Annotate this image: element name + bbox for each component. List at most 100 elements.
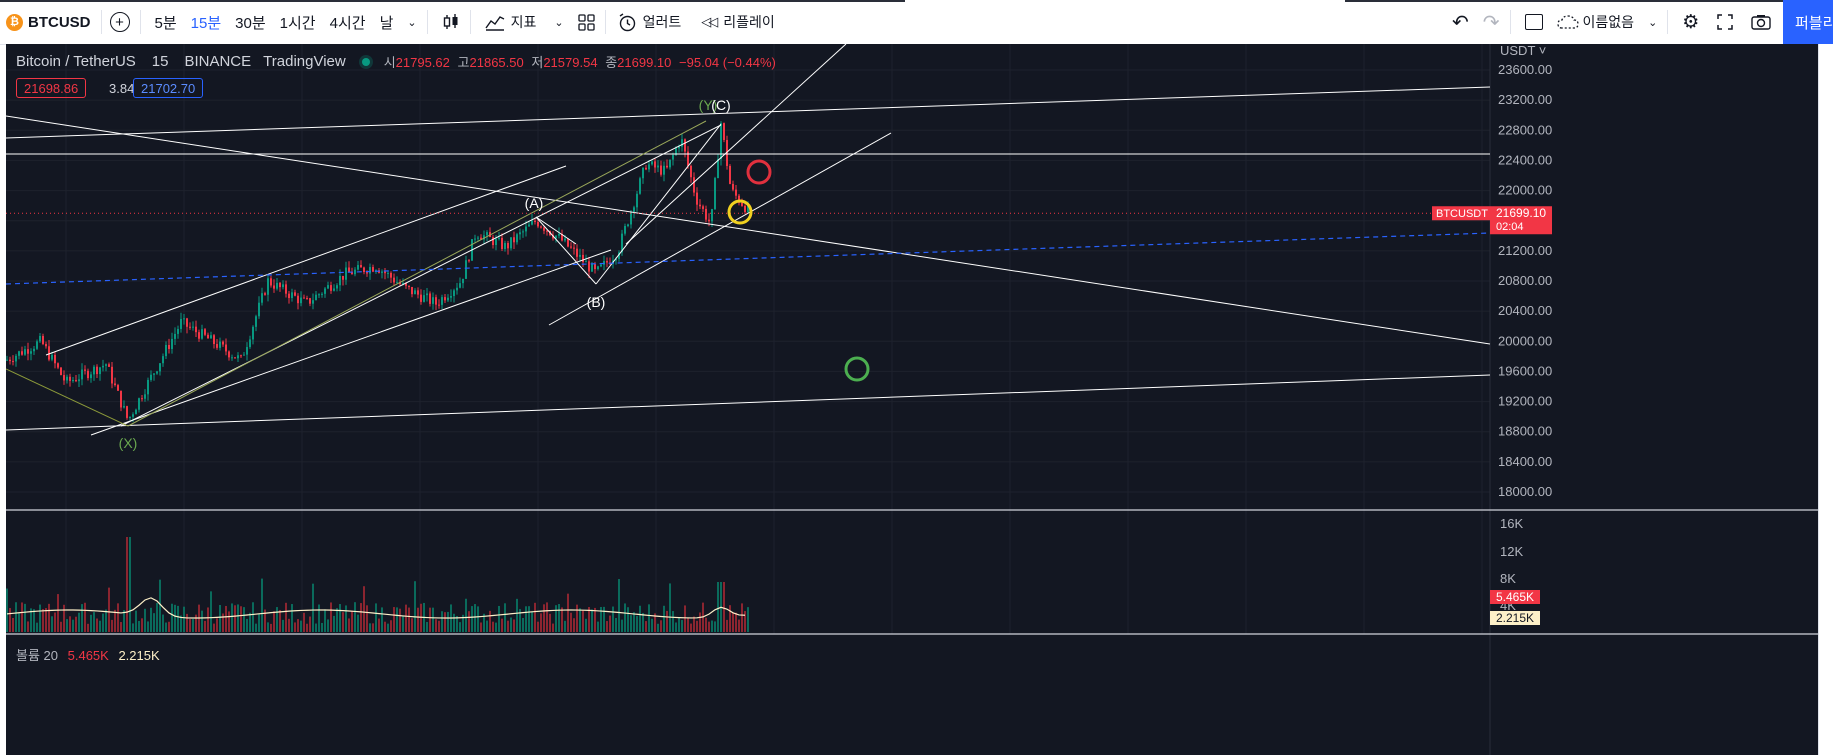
trend-line[interactable] <box>45 165 567 356</box>
candle-body <box>156 371 158 374</box>
price-axis-label: 20000.00 <box>1498 333 1552 348</box>
timeframe-30m[interactable]: 30분 <box>235 14 266 32</box>
trend-line[interactable] <box>90 249 612 436</box>
candle-body <box>621 233 623 253</box>
volume-bar <box>6 588 8 632</box>
volume-bar <box>513 619 515 632</box>
wave-label-c[interactable]: (C) <box>711 97 730 113</box>
bitcoin-icon: ₿ <box>6 13 23 31</box>
trend-line[interactable] <box>535 216 597 285</box>
candle-body <box>411 286 413 295</box>
wave-line[interactable] <box>6 368 129 427</box>
candle-body <box>114 383 116 386</box>
trend-line[interactable] <box>6 374 1491 431</box>
candle-body <box>666 165 668 168</box>
dashed-level-line[interactable] <box>6 232 1491 285</box>
trend-line[interactable] <box>548 132 892 326</box>
candle-body <box>270 278 272 286</box>
wave-label-a[interactable]: (A) <box>525 195 544 211</box>
target-circle-red[interactable] <box>746 159 772 185</box>
candle-body <box>546 230 548 232</box>
redo-icon[interactable]: ↷ <box>1482 11 1500 34</box>
target-circle-green[interactable] <box>844 356 870 382</box>
chart-type-button[interactable] <box>442 7 460 37</box>
chart-pane[interactable]: USDT ˅ 23600.00 23200.00 22800.00 22400.00 22… <box>6 44 1818 755</box>
candle-body <box>387 272 389 274</box>
volume-bar <box>327 619 329 632</box>
indicators-button[interactable]: 지표 ⌄ <box>485 7 564 37</box>
volume-bar <box>543 604 545 632</box>
volume-bar <box>624 603 626 632</box>
symbol-search-button[interactable]: ₿ BTCUSD <box>6 13 91 31</box>
buy-price-button[interactable]: 21702.70 <box>133 78 204 98</box>
trend-line[interactable] <box>625 44 847 245</box>
volume-bar <box>366 605 368 632</box>
volume-bar <box>438 620 440 632</box>
candle-body <box>519 232 521 235</box>
layout-name-button[interactable]: 이름없음 ⌄ <box>1556 7 1657 37</box>
plus-circle-icon: + <box>109 12 130 32</box>
fullscreen-icon[interactable] <box>1717 7 1734 37</box>
publish-button[interactable]: 퍼블리쉬 <box>1783 0 1833 44</box>
candle-body <box>234 357 236 359</box>
volume-bar <box>726 619 728 632</box>
candle-body <box>90 374 92 379</box>
alert-button[interactable]: 얼러트 <box>618 7 681 37</box>
candle-body <box>291 292 293 299</box>
price-scale[interactable] <box>1490 44 1818 755</box>
trend-line[interactable] <box>595 123 722 285</box>
candle-body <box>657 165 659 168</box>
timeframe-15m[interactable]: 15분 <box>190 14 222 32</box>
volume-bar <box>579 608 581 632</box>
volume-bar <box>552 623 554 632</box>
target-circle-yellow[interactable] <box>727 199 753 225</box>
sell-price-button[interactable]: 21698.86 <box>16 78 87 98</box>
templates-button[interactable] <box>577 7 595 37</box>
volume-bar <box>396 607 398 632</box>
replay-button[interactable]: ◁◁ 리플레이 <box>701 7 775 37</box>
volume-bar <box>735 612 737 632</box>
timeframe-1d[interactable]: 날 <box>379 14 394 32</box>
trend-line[interactable] <box>120 124 722 427</box>
wave-label-y[interactable]: (Y) <box>699 97 718 113</box>
candle-body <box>321 293 323 295</box>
timeframe-1h[interactable]: 1시간 <box>279 14 316 32</box>
camera-icon[interactable] <box>1751 7 1772 37</box>
settings-gear-icon[interactable]: ⚙ <box>1682 11 1700 33</box>
trend-line[interactable] <box>535 216 577 245</box>
wave-label-x[interactable]: (X) <box>119 435 138 451</box>
wave-label-b[interactable]: (B) <box>587 294 606 310</box>
volume-bar <box>711 620 713 632</box>
volume-bar <box>201 610 203 632</box>
select-layout-button[interactable] <box>1524 7 1543 37</box>
volume-bar <box>696 620 698 632</box>
candle-body <box>357 265 359 270</box>
undo-icon[interactable]: ↶ <box>1452 11 1469 34</box>
chart-canvas[interactable]: USDT ˅ 23600.00 23200.00 22800.00 22400.00 22… <box>6 44 1818 755</box>
candle-body <box>111 366 113 384</box>
candle-body <box>195 326 197 333</box>
timeframe-5m[interactable]: 5분 <box>154 14 177 32</box>
volume-bar <box>615 618 617 632</box>
candle-body <box>405 282 407 286</box>
compare-add-button[interactable]: + <box>109 7 130 37</box>
currency-label[interactable]: USDT ˅ <box>1500 44 1546 58</box>
timeframe-dropdown-chevron-icon[interactable]: ⌄ <box>407 16 417 29</box>
volume-ma-line <box>6 597 746 619</box>
right-panel-edge <box>1818 44 1833 755</box>
timeframe-4h[interactable]: 4시간 <box>329 14 366 32</box>
wave-line[interactable] <box>127 120 707 427</box>
volume-bar <box>36 622 38 632</box>
candle-body <box>600 264 602 267</box>
volume-bar <box>150 607 152 632</box>
alarm-clock-icon <box>619 12 635 31</box>
candle-body <box>366 272 368 274</box>
candle-body <box>126 406 128 418</box>
volume-bar <box>321 622 323 632</box>
volume-bar <box>96 618 98 632</box>
volume-bar <box>168 621 170 632</box>
trend-line[interactable] <box>6 86 1491 139</box>
candle-body <box>414 290 416 295</box>
trend-line[interactable] <box>6 115 1491 345</box>
open-label: 시 <box>383 55 396 70</box>
